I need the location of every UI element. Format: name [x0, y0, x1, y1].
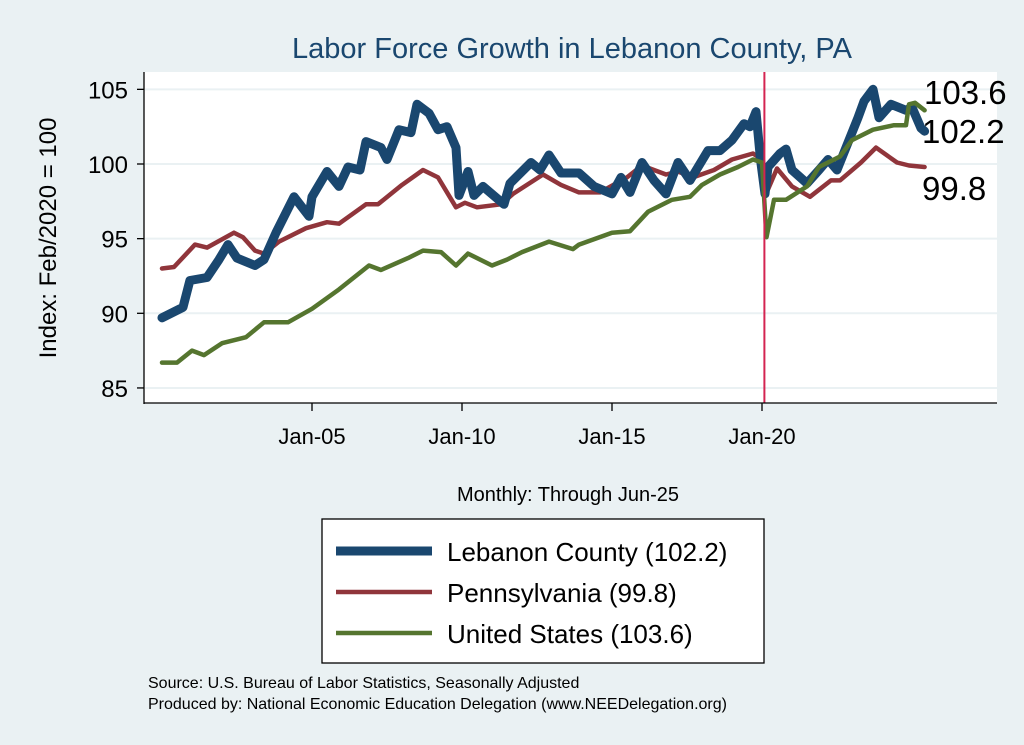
- y-tick-label: 95: [101, 227, 128, 254]
- legend-label: United States (103.6): [447, 619, 693, 649]
- y-tick-label: 85: [101, 376, 128, 403]
- x-tick-label: Jan-05: [278, 424, 345, 449]
- end-label-us: 103.6: [924, 74, 1007, 111]
- end-label-lebanon: 102.2: [922, 113, 1005, 150]
- y-axis-title: Index: Feb/2020 = 100: [35, 118, 62, 359]
- y-tick-label: 100: [88, 152, 128, 179]
- legend-label: Lebanon County (102.2): [447, 537, 727, 567]
- source-note: Source: U.S. Bureau of Labor Statistics,…: [148, 675, 579, 692]
- x-tick-label: Jan-10: [428, 424, 495, 449]
- x-axis-title: Monthly: Through Jun-25: [457, 484, 679, 506]
- producer-note: Produced by: National Economic Education…: [148, 696, 727, 713]
- x-tick-label: Jan-20: [728, 424, 795, 449]
- y-tick-label: 90: [101, 301, 128, 328]
- legend-label: Pennsylvania (99.8): [447, 578, 677, 608]
- chart-title: Labor Force Growth in Lebanon County, PA: [292, 33, 853, 65]
- end-label-pennsylvania: 99.8: [922, 170, 986, 207]
- y-tick-label: 105: [88, 77, 128, 104]
- series-line-2: [159, 100, 927, 365]
- x-tick-label: Jan-15: [578, 424, 645, 449]
